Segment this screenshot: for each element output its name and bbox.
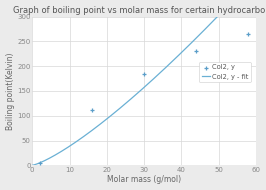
Col2, y	[38, 162, 42, 165]
Col2, y	[90, 108, 94, 111]
Title: Graph of boiling point vs molar mass for certain hydrocarbons: Graph of boiling point vs molar mass for…	[13, 6, 266, 15]
Col2, y - fit	[57, 152, 61, 154]
Col2, y - fit	[192, 39, 195, 42]
Legend: Col2, y, Col2, y - fit: Col2, y, Col2, y - fit	[199, 62, 251, 82]
Line: Col2, y - fit: Col2, y - fit	[32, 0, 256, 165]
X-axis label: Molar mass (g/mol): Molar mass (g/mol)	[107, 175, 181, 184]
Col2, y	[246, 32, 251, 35]
Col2, y - fit	[193, 38, 196, 41]
Col2, y	[142, 72, 146, 75]
Col2, y - fit	[171, 59, 174, 62]
Col2, y - fit	[119, 106, 122, 109]
Col2, y - fit	[31, 164, 34, 166]
Col2, y	[194, 49, 198, 52]
Y-axis label: Boiling point(Kelvin): Boiling point(Kelvin)	[6, 52, 15, 130]
Col2, y - fit	[103, 119, 107, 121]
